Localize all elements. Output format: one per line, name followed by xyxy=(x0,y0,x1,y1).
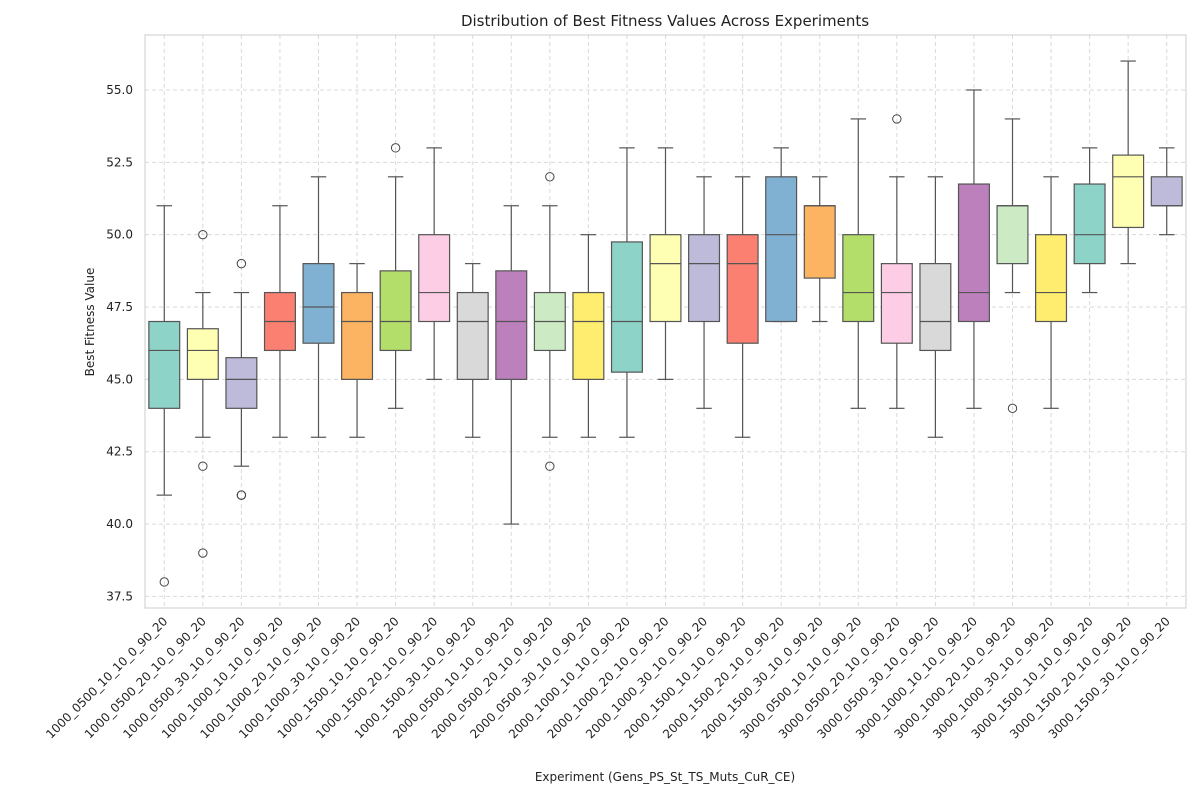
box-rect xyxy=(1073,183,1106,265)
box-item xyxy=(610,147,643,438)
box-item xyxy=(495,205,528,525)
outlier-point xyxy=(159,577,169,587)
x-axis-label: Experiment (Gens_PS_St_TS_Muts_CuR_CE) xyxy=(535,770,795,784)
box-rect xyxy=(610,241,643,373)
outlier-point xyxy=(545,461,555,471)
plot-area-frame xyxy=(144,34,1187,609)
box-rect xyxy=(957,183,990,323)
box-rect xyxy=(186,328,219,380)
y-tick-label: 40.0 xyxy=(106,517,133,531)
box-item xyxy=(880,114,913,409)
outlier-point xyxy=(198,461,208,471)
y-tick-label: 55.0 xyxy=(106,83,133,97)
box-rect xyxy=(842,234,875,323)
box-item xyxy=(1150,147,1183,236)
box-item xyxy=(456,263,489,438)
box-item xyxy=(688,176,721,409)
box-rect xyxy=(688,234,721,323)
y-tick-label: 52.5 xyxy=(106,155,133,169)
y-tick-label: 37.5 xyxy=(106,589,133,603)
box-item xyxy=(186,229,219,558)
box-item xyxy=(649,147,682,380)
outlier-point xyxy=(390,143,401,153)
box-rect xyxy=(726,234,759,344)
box-rect xyxy=(919,263,952,352)
box-rect xyxy=(148,320,181,409)
box-item xyxy=(572,234,605,438)
y-tick-label: 42.5 xyxy=(106,445,133,459)
outlier-point xyxy=(236,258,247,269)
box-item xyxy=(225,258,258,500)
box-item xyxy=(842,118,875,409)
y-axis-ticks: 37.5 40.0 42.5 45.0 47.5 50.0 52.5 55.0 xyxy=(106,83,133,603)
outlier-point xyxy=(545,172,555,182)
box-item xyxy=(1112,60,1145,265)
box-rect xyxy=(880,263,913,344)
box-item xyxy=(957,89,990,409)
box-item xyxy=(533,172,566,471)
outlier-point xyxy=(236,490,247,500)
box-rect xyxy=(341,291,374,380)
box-item xyxy=(919,176,952,438)
outlier-point xyxy=(1007,403,1018,414)
box-rect xyxy=(649,234,682,323)
outlier-point xyxy=(198,229,208,240)
box-item xyxy=(1035,176,1068,409)
outlier-point xyxy=(198,548,208,558)
box-item xyxy=(803,176,836,323)
y-axis-label: Best Fitness Value xyxy=(83,268,97,377)
y-tick-label: 47.5 xyxy=(106,300,133,314)
box-item xyxy=(1073,147,1106,294)
box-rect xyxy=(1112,154,1145,229)
chart-title: Distribution of Best Fitness Values Acro… xyxy=(461,12,869,30)
y-tick-label: 50.0 xyxy=(106,228,133,242)
outlier-point xyxy=(892,114,902,124)
box-rect xyxy=(225,357,258,409)
box-rect xyxy=(1035,234,1068,323)
box-rect xyxy=(765,176,798,323)
box-item xyxy=(302,176,335,438)
x-axis-ticks: 1000_0500_10_10_0_90_201000_0500_20_10_0… xyxy=(43,614,1173,741)
box-series xyxy=(148,60,1183,587)
box-rect xyxy=(495,270,528,380)
box-rect xyxy=(302,263,335,344)
box-item xyxy=(996,118,1029,414)
box-rect xyxy=(379,270,412,352)
box-rect xyxy=(996,205,1029,265)
box-rect xyxy=(572,291,605,380)
box-item xyxy=(765,147,798,323)
box-item xyxy=(263,205,296,438)
y-tick-label: 45.0 xyxy=(106,372,133,386)
box-item xyxy=(379,143,412,409)
box-rect xyxy=(418,234,451,323)
box-item xyxy=(341,263,374,438)
box-item xyxy=(418,147,451,380)
box-rect xyxy=(456,291,489,380)
box-rect xyxy=(803,205,836,279)
box-rect xyxy=(1150,176,1183,207)
box-item xyxy=(726,176,759,438)
box-item xyxy=(148,205,181,587)
